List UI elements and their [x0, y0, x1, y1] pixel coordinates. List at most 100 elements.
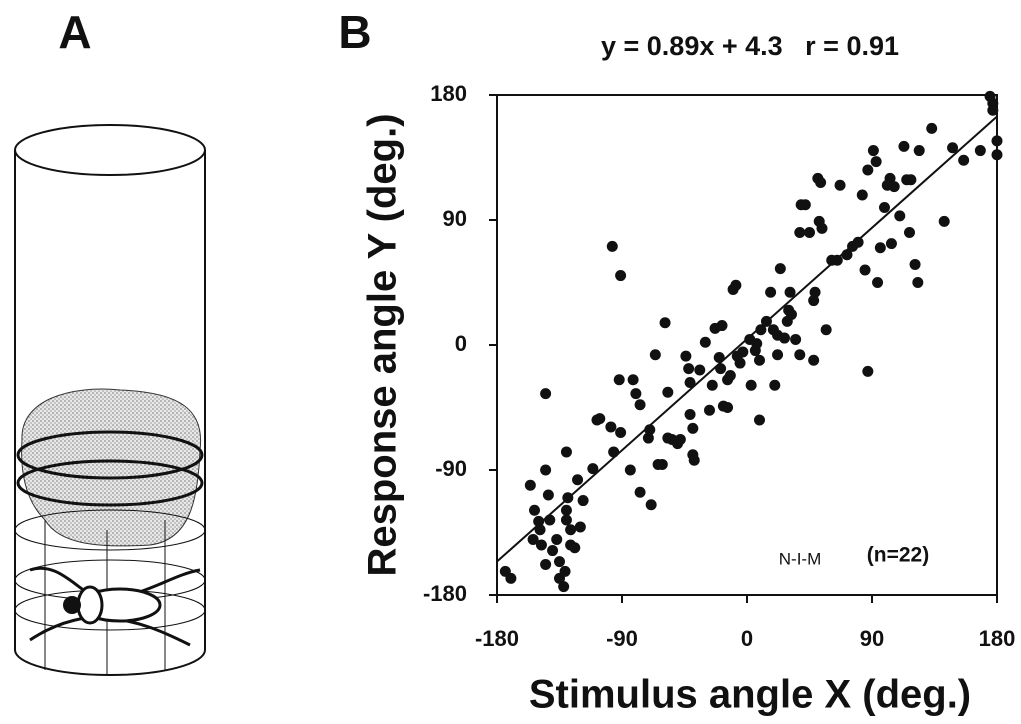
data-point: [816, 222, 828, 234]
data-point: [560, 504, 572, 516]
data-point: [606, 240, 618, 252]
data-point: [574, 521, 586, 533]
data-point: [554, 556, 565, 568]
data-point: [765, 286, 777, 298]
data-point: [540, 464, 552, 476]
panel-label: A: [58, 6, 91, 58]
data-point: [529, 504, 540, 516]
data-point: [535, 539, 547, 551]
data-point: [544, 514, 556, 526]
data-point: [879, 202, 890, 213]
data-point: [624, 464, 636, 476]
data-point: [662, 386, 674, 398]
x-tick-label: -90: [606, 626, 638, 651]
data-point: [884, 172, 896, 184]
data-point: [991, 149, 1003, 161]
data-point: [784, 286, 796, 298]
data-point: [730, 279, 742, 291]
data-point: [659, 317, 671, 329]
data-point: [615, 270, 627, 282]
data-point: [862, 164, 874, 176]
data-point: [656, 458, 668, 470]
data-point: [760, 315, 772, 327]
data-point: [715, 363, 727, 375]
data-point: [991, 135, 1003, 147]
data-point: [533, 515, 545, 527]
data-point: [754, 354, 765, 366]
data-point: [888, 181, 900, 193]
data-point: [834, 179, 846, 191]
data-point: [608, 446, 620, 458]
annotation: N-I-M: [779, 549, 821, 568]
data-point: [804, 227, 815, 238]
data-point: [885, 238, 897, 250]
data-point: [912, 277, 924, 288]
data-point: [559, 565, 571, 577]
y-axis-title: Response angle Y (deg.): [361, 113, 405, 576]
data-point: [674, 433, 686, 445]
data-point: [684, 377, 696, 388]
data-point: [909, 258, 921, 270]
data-point: [649, 349, 661, 361]
data-point: [751, 338, 763, 350]
data-point: [808, 354, 820, 366]
data-point: [683, 363, 695, 375]
data-point: [808, 295, 820, 307]
data-point: [534, 524, 546, 536]
data-point: [613, 374, 625, 386]
data-point: [859, 264, 871, 276]
data-point: [856, 189, 868, 201]
data-point: [898, 140, 910, 152]
data-point: [699, 336, 711, 348]
data-point: [790, 333, 802, 345]
data-point: [577, 495, 589, 507]
data-point: [794, 349, 806, 361]
data-point: [694, 364, 706, 376]
data-point: [987, 104, 999, 116]
data-point: [874, 242, 886, 254]
data-point: [527, 533, 539, 545]
data-point: [815, 177, 827, 188]
x-tick-label: 90: [860, 626, 884, 651]
data-point: [938, 215, 950, 227]
data-point: [560, 446, 572, 458]
data-point: [794, 227, 806, 238]
scatter-chart: B y = 0.89x + 4.3 r = 0.91 Stimulus angl…: [338, 6, 1015, 716]
data-point: [645, 499, 657, 511]
data-point: [745, 379, 757, 391]
data-point: [779, 332, 790, 344]
data-point: [540, 558, 552, 570]
data-point: [644, 424, 656, 436]
data-point: [562, 492, 574, 504]
data-point: [524, 479, 536, 491]
y-tick-label: 0: [455, 331, 467, 356]
data-point: [680, 350, 692, 362]
data-point: [540, 388, 552, 400]
data-point: [820, 324, 832, 336]
data-point: [634, 486, 646, 498]
y-tick-label: 180: [430, 81, 467, 106]
data-point: [904, 227, 915, 238]
data-point: [547, 545, 559, 557]
data-point: [627, 374, 639, 386]
data-point: [558, 581, 570, 593]
data-point: [551, 533, 563, 545]
x-tick-label: -180: [475, 626, 519, 651]
panel-label: B: [338, 6, 371, 58]
data-point: [799, 199, 811, 211]
data-point: [722, 402, 734, 413]
data-point: [774, 263, 786, 275]
data-point: [572, 474, 584, 486]
data-point: [560, 514, 572, 526]
cylinder-drawing: [14, 124, 206, 676]
data-point: [713, 352, 725, 363]
data-point: [809, 286, 821, 298]
data-point: [706, 379, 718, 391]
data-point: [634, 399, 646, 411]
data-point: [724, 370, 736, 382]
data-point: [704, 404, 715, 416]
data-point: [737, 346, 749, 358]
data-point: [542, 489, 554, 501]
